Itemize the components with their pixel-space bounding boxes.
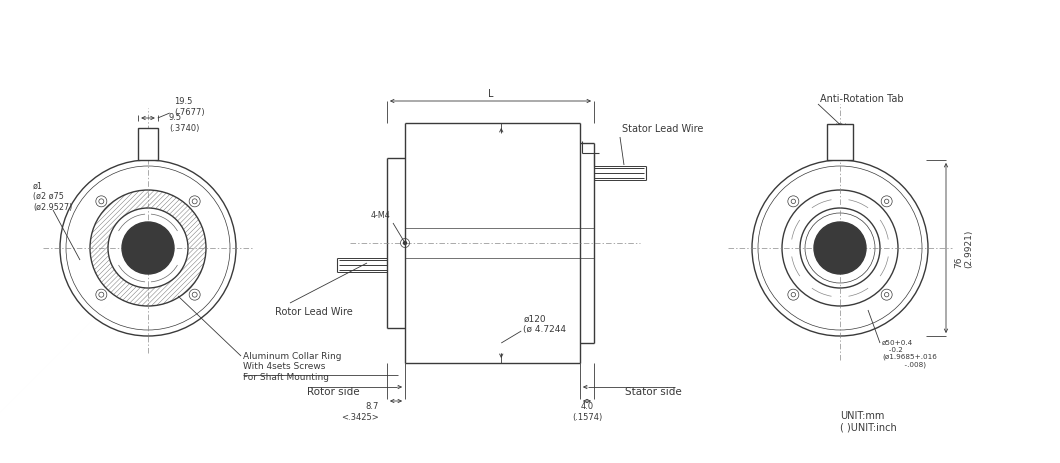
Text: ø50+0.4
   -0.2
(ø1.9685+.016
          -.008): ø50+0.4 -0.2 (ø1.9685+.016 -.008) (882, 339, 937, 367)
Text: 4-M4: 4-M4 (370, 211, 390, 220)
Text: Rotor Lead Wire: Rotor Lead Wire (275, 307, 353, 316)
Bar (827, 125, 853, 161)
Text: L: L (488, 89, 493, 99)
Text: Aluminum Collar Ring
With 4sets Screws
For Shaft Mounting: Aluminum Collar Ring With 4sets Screws F… (243, 351, 341, 381)
Circle shape (814, 223, 866, 275)
Bar (138, 129, 158, 161)
Text: Anti-Rotation Tab: Anti-Rotation Tab (820, 94, 903, 104)
Text: ø120
(ø 4.7244: ø120 (ø 4.7244 (524, 313, 566, 333)
Text: Stator side: Stator side (625, 386, 682, 396)
Text: 9.5
(.3740): 9.5 (.3740) (169, 113, 199, 132)
Text: 19.5
(.7677): 19.5 (.7677) (174, 97, 205, 117)
Text: 8.7
<.3425>: 8.7 <.3425> (341, 401, 379, 421)
Circle shape (404, 242, 406, 245)
Text: ø1
(ø2 ø75
(ø2.9527): ø1 (ø2 ø75 (ø2.9527) (33, 181, 72, 212)
Text: Rotor side: Rotor side (307, 386, 360, 396)
Text: 4.0
(.1574): 4.0 (.1574) (572, 401, 602, 421)
Text: 76
(2.9921): 76 (2.9921) (954, 229, 973, 268)
Text: UNIT:mm
( )UNIT:inch: UNIT:mm ( )UNIT:inch (840, 410, 897, 432)
Circle shape (122, 223, 174, 275)
Text: Stator Lead Wire: Stator Lead Wire (622, 124, 704, 134)
